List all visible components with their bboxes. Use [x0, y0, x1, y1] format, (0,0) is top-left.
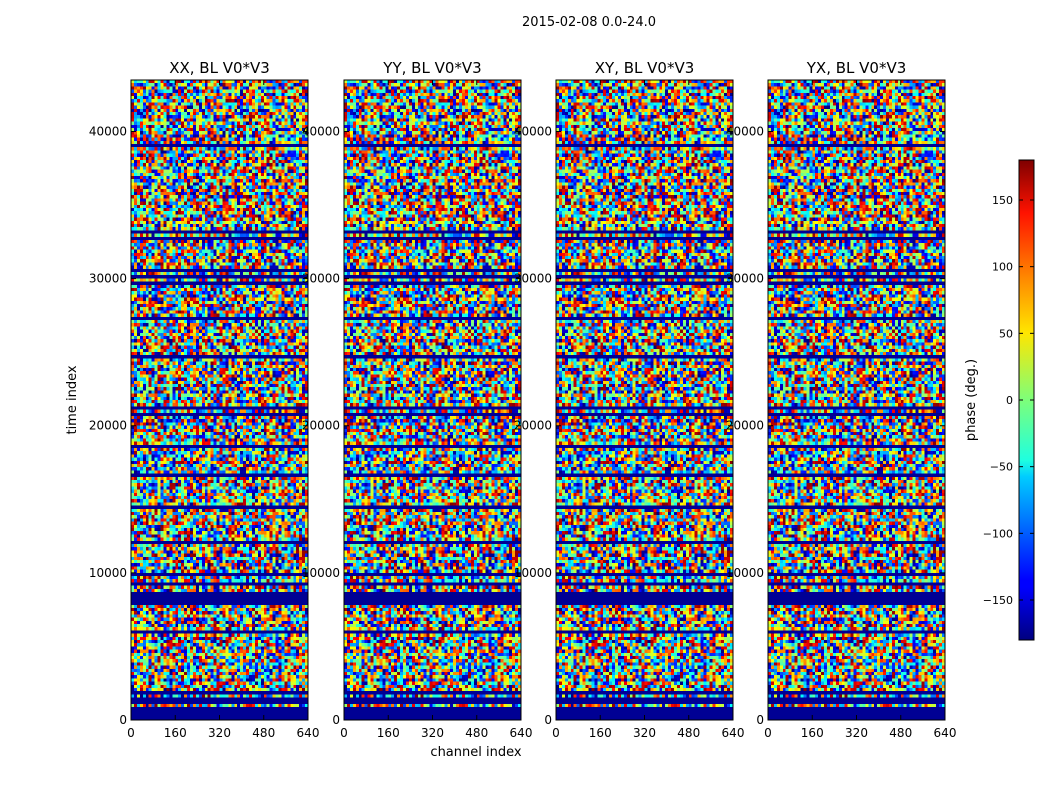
y-tick-label: 20000 — [726, 419, 764, 433]
heatmap-image — [768, 80, 945, 720]
y-tick-label: 40000 — [726, 124, 764, 138]
colorbar-ticks: −150 −100 −50 0 50 100 150 — [983, 194, 1034, 607]
y-tick-label: 30000 — [302, 272, 340, 286]
panel-xy: XY, BL V0*V3 0 160 320 480 640 0 10000 20000 3000… — [514, 59, 745, 740]
colorbar: −150 −100 −50 0 50 100 150 phase (deg.) — [964, 159, 1035, 641]
y-tick-label: 20000 — [89, 419, 127, 433]
colorbar-tick-label: −50 — [990, 461, 1013, 474]
y-tick-label: 10000 — [726, 566, 764, 580]
colorbar-tick-label: 50 — [999, 327, 1013, 340]
x-tick-label: 480 — [465, 726, 488, 740]
x-tick-label: 160 — [801, 726, 824, 740]
y-tick-label: 10000 — [514, 566, 552, 580]
y-axis-label: time index — [65, 365, 80, 434]
x-tick-label: 480 — [252, 726, 275, 740]
y-tick-label: 40000 — [514, 124, 552, 138]
y-tick-label: 0 — [756, 713, 764, 727]
heatmap-image — [131, 80, 308, 720]
colorbar-tick-label: 100 — [992, 261, 1013, 274]
y-tick-label: 10000 — [89, 566, 127, 580]
heatmap-image — [556, 80, 733, 720]
x-tick-label: 640 — [722, 726, 745, 740]
colorbar-tick-label: −100 — [983, 527, 1013, 540]
panel-yx: YX, BL V0*V3 0 160 320 480 640 0 10000 20000 3000… — [726, 59, 957, 740]
panel-title: YY, BL V0*V3 — [382, 59, 481, 77]
panel-xx: XX, BL V0*V3 0 160 320 480 640 0 10000 20000 3000… — [89, 59, 320, 740]
x-tick-label: 0 — [552, 726, 560, 740]
y-tick-label: 0 — [544, 713, 552, 727]
panel-yy: YY, BL V0*V3 0 160 320 480 640 0 10000 20000 3000… — [302, 59, 533, 740]
colorbar-tick-label: 0 — [1006, 394, 1013, 407]
y-tick-label: 30000 — [89, 272, 127, 286]
y-tick-label: 20000 — [514, 419, 552, 433]
y-tick-label: 40000 — [89, 124, 127, 138]
figure-title: 2015-02-08 0.0-24.0 — [522, 15, 656, 30]
x-tick-label: 0 — [764, 726, 772, 740]
colorbar-label: phase (deg.) — [964, 359, 979, 441]
y-tick-label: 0 — [119, 713, 127, 727]
y-tick-label: 0 — [332, 713, 340, 727]
x-tick-label: 480 — [889, 726, 912, 740]
x-tick-label: 0 — [127, 726, 135, 740]
y-tick-label: 20000 — [302, 419, 340, 433]
x-tick-label: 320 — [633, 726, 656, 740]
y-tick-label: 30000 — [726, 272, 764, 286]
x-tick-label: 160 — [589, 726, 612, 740]
y-tick-label: 40000 — [302, 124, 340, 138]
x-tick-label: 640 — [510, 726, 533, 740]
panel-title: XX, BL V0*V3 — [169, 59, 270, 77]
panel-title: YX, BL V0*V3 — [806, 59, 907, 77]
colorbar-tick-label: 150 — [992, 194, 1013, 207]
x-tick-label: 160 — [377, 726, 400, 740]
colorbar-tick-label: −150 — [983, 594, 1013, 607]
x-tick-label: 160 — [164, 726, 187, 740]
x-tick-label: 320 — [208, 726, 231, 740]
heatmap-image — [344, 80, 521, 720]
x-tick-label: 480 — [677, 726, 700, 740]
x-tick-label: 640 — [297, 726, 320, 740]
y-tick-label: 30000 — [514, 272, 552, 286]
x-tick-label: 320 — [421, 726, 444, 740]
y-tick-label: 10000 — [302, 566, 340, 580]
x-tick-label: 0 — [340, 726, 348, 740]
x-tick-label: 640 — [934, 726, 957, 740]
x-tick-label: 320 — [845, 726, 868, 740]
x-axis-label: channel index — [430, 745, 521, 760]
panels-group: XX, BL V0*V3 0 160 320 480 640 0 10000 20000 3000… — [89, 59, 957, 740]
panel-title: XY, BL V0*V3 — [595, 59, 695, 77]
